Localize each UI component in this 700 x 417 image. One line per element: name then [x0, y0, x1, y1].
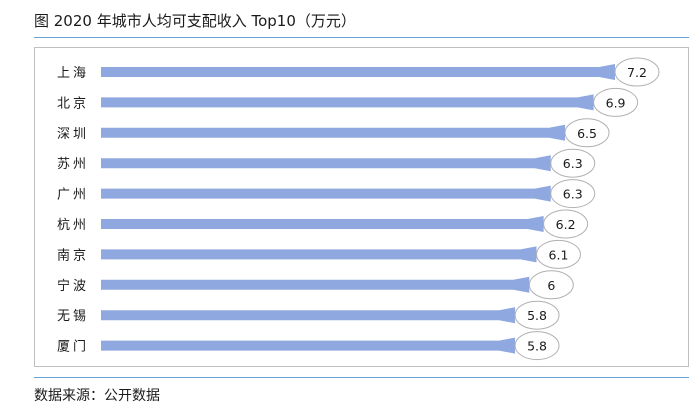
value-label: 6.9: [606, 95, 626, 110]
plot-area: 上海 7.2 北京 6.9 深圳 6.5 苏州 6.3 广州 6.3 杭州 6.2 南京 6.1 宁波 6 无锡…: [34, 47, 689, 367]
value-label-bubble: [564, 118, 610, 148]
value-label-bubble: [535, 239, 581, 269]
title-rule: [34, 37, 689, 38]
value-label: 5.8: [527, 308, 547, 323]
category-label: 宁波: [57, 278, 89, 294]
value-label-bubble: [528, 270, 574, 300]
value-label: 6.1: [549, 247, 569, 262]
bar: [101, 216, 544, 232]
value-label-bubble: [514, 331, 560, 361]
value-label: 7.2: [627, 65, 647, 80]
category-label: 厦门: [57, 340, 89, 355]
data-source-note: 数据来源：公开数据: [34, 388, 160, 404]
value-label: 6.2: [556, 217, 576, 232]
value-label: 6.3: [563, 187, 583, 202]
bar-chart: 上海 7.2 北京 6.9 深圳 6.5 苏州 6.3 广州 6.3 杭州 6.2 南京 6.1 宁波 6 无锡…: [57, 57, 660, 361]
bar: [101, 185, 551, 202]
value-label-bubble: [550, 148, 596, 178]
category-label: 杭州: [57, 218, 89, 233]
category-label: 广州: [57, 188, 89, 203]
value-label-bubble: [593, 87, 639, 117]
value-label-bubble: [550, 179, 596, 209]
bar: [101, 94, 594, 111]
value-label-bubble: [543, 209, 589, 239]
bar: [101, 246, 537, 263]
bar: [101, 64, 615, 80]
value-label: 5.8: [527, 339, 547, 354]
bar: [101, 337, 516, 354]
value-label-bubble: [614, 57, 660, 87]
value-label: 6: [547, 278, 555, 293]
bar: [101, 307, 516, 324]
category-label: 南京: [57, 247, 89, 263]
bar: [101, 276, 530, 293]
category-label: 北京: [57, 96, 89, 111]
category-label: 深圳: [57, 127, 89, 142]
value-label: 6.3: [563, 156, 583, 171]
bar: [101, 155, 551, 172]
category-label: 上海: [57, 66, 89, 81]
chart-title: 图 2020 年城市人均可支配收入 Top10（万元）: [34, 12, 356, 30]
bar: [101, 124, 566, 141]
category-label: 苏州: [57, 156, 89, 172]
value-label-bubble: [514, 300, 560, 330]
source-rule: [34, 377, 689, 378]
category-label: 无锡: [57, 309, 89, 324]
value-label: 6.5: [577, 126, 597, 141]
